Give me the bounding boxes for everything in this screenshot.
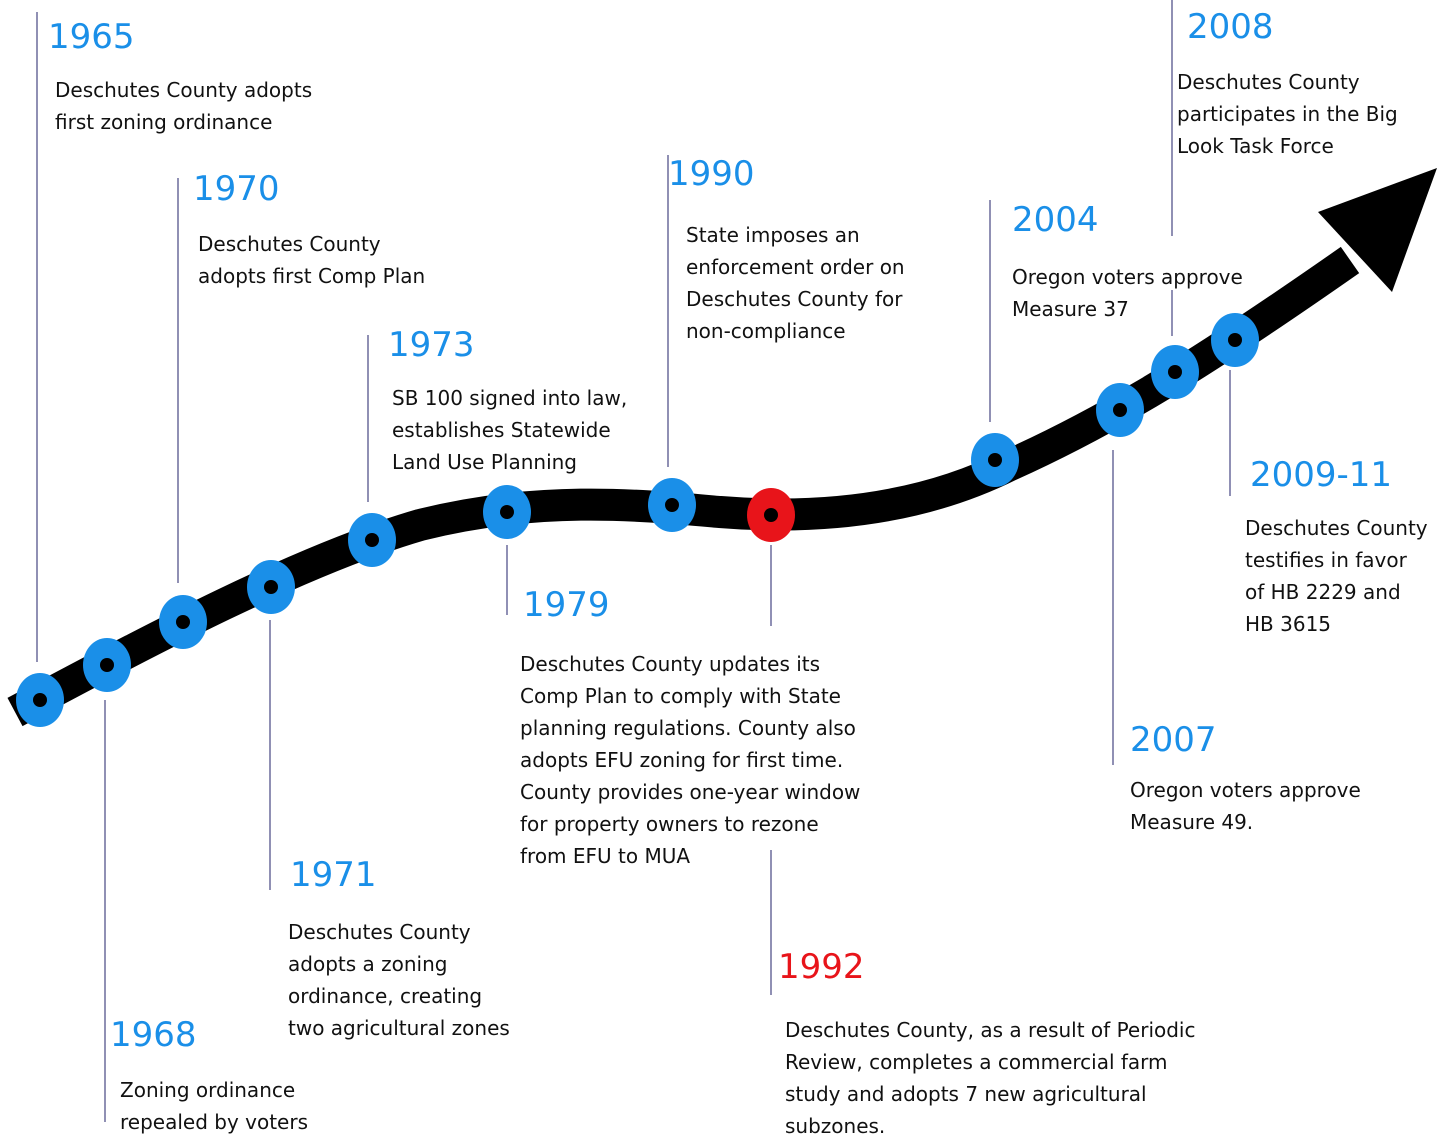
- event-description: adopts EFU zoning for first time.: [520, 748, 843, 772]
- event-description: HB 3615: [1245, 612, 1331, 636]
- event-description: study and adopts 7 new agricultural: [785, 1082, 1147, 1106]
- event-dot-center: [1228, 333, 1242, 347]
- event-description: Deschutes County updates its: [520, 652, 820, 676]
- event-description: Look Task Force: [1177, 134, 1334, 158]
- event-dot-center: [176, 615, 190, 629]
- event-description: first zoning ordinance: [55, 110, 272, 134]
- event-dot-center: [988, 453, 1002, 467]
- event-year: 1979: [523, 585, 610, 625]
- event-description: Deschutes County: [198, 232, 381, 256]
- event-description: participates in the Big: [1177, 102, 1398, 126]
- event-description: adopts first Comp Plan: [198, 264, 425, 288]
- timeline-arrowhead: [1318, 168, 1437, 292]
- event-year: 1968: [110, 1015, 197, 1055]
- event-description: subzones.: [785, 1114, 885, 1135]
- event-description: from EFU to MUA: [520, 844, 690, 868]
- event-year: 2007: [1130, 720, 1217, 760]
- event-year: 2008: [1187, 7, 1274, 47]
- event-dot-center: [264, 580, 278, 594]
- event-year: 1971: [290, 855, 377, 895]
- event-description: Deschutes County: [1177, 70, 1360, 94]
- event-description: Deschutes County: [1245, 516, 1428, 540]
- event-dot-center: [764, 508, 778, 522]
- event-description: adopts a zoning: [288, 952, 447, 976]
- event-year: 1973: [388, 325, 475, 365]
- event-year: 1992: [778, 947, 865, 987]
- event-description: Zoning ordinance: [120, 1078, 295, 1102]
- event-description: enforcement order on: [686, 255, 905, 279]
- event-year: 2009-11: [1250, 455, 1392, 495]
- event-description: for property owners to rezone: [520, 812, 819, 836]
- event-description: Deschutes County, as a result of Periodi…: [785, 1018, 1195, 1042]
- event-description: Oregon voters approve: [1012, 265, 1243, 289]
- event-description: two agricultural zones: [288, 1016, 510, 1040]
- event-dot-center: [1168, 365, 1182, 379]
- event-description: Measure 37: [1012, 297, 1129, 321]
- event-dot-center: [665, 498, 679, 512]
- event-description: Deschutes County: [288, 920, 471, 944]
- event-description: planning regulations. County also: [520, 716, 856, 740]
- event-description: non-compliance: [686, 319, 846, 343]
- event-dot-center: [33, 693, 47, 707]
- event-year: 1990: [668, 154, 755, 194]
- event-description: Measure 49.: [1130, 810, 1253, 834]
- event-description: Land Use Planning: [392, 450, 577, 474]
- event-year: 1970: [193, 169, 280, 209]
- event-year: 2004: [1012, 200, 1099, 240]
- event-description: Review, completes a commercial farm: [785, 1050, 1168, 1074]
- event-description: testifies in favor: [1245, 548, 1408, 572]
- event-dot-center: [500, 505, 514, 519]
- event-description: of HB 2229 and: [1245, 580, 1401, 604]
- event-description: Deschutes County for: [686, 287, 903, 311]
- event-dot-center: [1113, 403, 1127, 417]
- events: 1965 Deschutes County adopts first zoning …: [16, 0, 1428, 1135]
- event-description: establishes Statewide: [392, 418, 611, 442]
- event-description: County provides one-year window: [520, 780, 860, 804]
- event-description: Oregon voters approve: [1130, 778, 1361, 802]
- event-description: State imposes an: [686, 223, 860, 247]
- event-description: Deschutes County adopts: [55, 78, 312, 102]
- event-description: SB 100 signed into law,: [392, 386, 627, 410]
- event-description: ordinance, creating: [288, 984, 482, 1008]
- event-dot-center: [365, 533, 379, 547]
- event-description: Comp Plan to comply with State: [520, 684, 841, 708]
- event-dot-center: [100, 658, 114, 672]
- event-description: repealed by voters: [120, 1110, 308, 1134]
- event-year: 1965: [48, 17, 135, 57]
